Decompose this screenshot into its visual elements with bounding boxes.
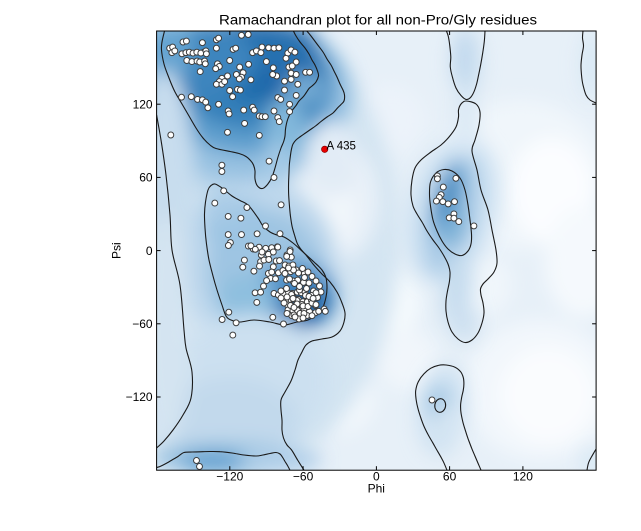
svg-text:0: 0 <box>146 244 153 258</box>
svg-text:−60: −60 <box>293 470 314 484</box>
svg-text:Psi: Psi <box>110 242 124 259</box>
svg-text:60: 60 <box>139 171 153 185</box>
svg-text:120: 120 <box>133 97 153 111</box>
svg-text:Phi: Phi <box>368 482 385 496</box>
svg-text:0: 0 <box>373 470 380 484</box>
svg-text:60: 60 <box>443 470 457 484</box>
svg-text:−60: −60 <box>132 317 153 331</box>
svg-text:Ramachandran plot for all non-: Ramachandran plot for all non-Pro/Gly re… <box>219 13 537 29</box>
svg-text:120: 120 <box>513 470 533 484</box>
svg-text:A 435: A 435 <box>327 141 356 153</box>
svg-text:−120: −120 <box>216 470 243 484</box>
svg-text:−120: −120 <box>126 390 153 404</box>
